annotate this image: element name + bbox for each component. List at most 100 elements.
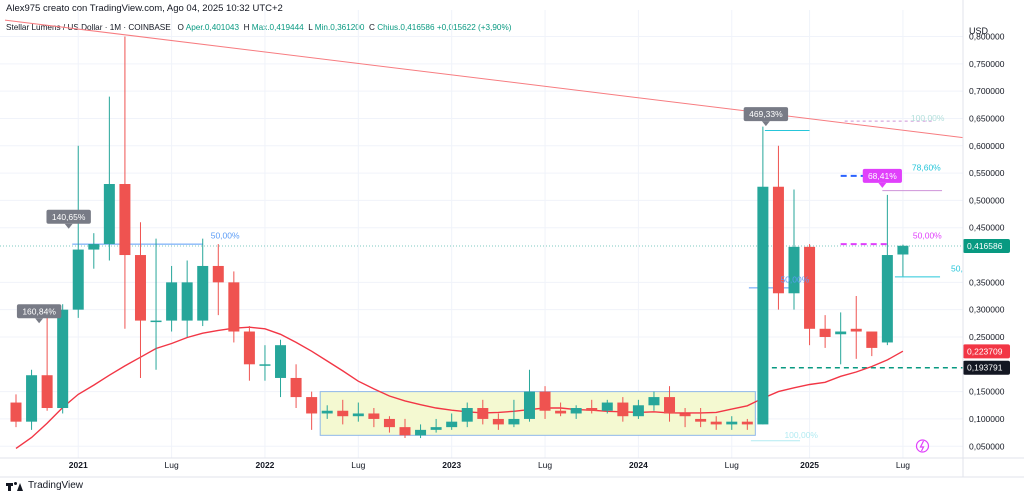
candle-body — [197, 265, 209, 321]
candle — [446, 413, 458, 430]
candle — [259, 345, 271, 381]
candle-body — [275, 345, 287, 378]
candle-body — [352, 413, 364, 417]
close-label: C — [368, 23, 375, 32]
tradingview-brand[interactable]: TradingView — [6, 480, 83, 491]
candle — [664, 386, 676, 422]
candle-body — [88, 244, 100, 250]
candle-body — [772, 186, 784, 294]
candle-body — [415, 429, 427, 436]
candle-body — [555, 410, 567, 414]
candle-body — [321, 410, 333, 414]
candle-body — [306, 397, 318, 414]
fib-label-786: 78,60% — [912, 162, 941, 172]
candle — [850, 296, 862, 359]
event-icon — [915, 439, 930, 453]
candle-body — [632, 405, 644, 417]
candle — [555, 402, 567, 417]
candle — [648, 391, 660, 411]
candle — [726, 416, 738, 430]
symbol-name[interactable]: Stellar Lumens / US Dollar · 1M · COINBA… — [6, 23, 171, 32]
tag-68: 68,41% — [868, 171, 897, 181]
price-badge-label: 0,416586 — [967, 241, 1003, 251]
fib-label-50a: 50,00% — [211, 231, 240, 241]
price-tick-label: 0,500000 — [969, 195, 1005, 205]
candle-body — [212, 265, 224, 283]
candle-body — [259, 364, 271, 366]
candle — [881, 194, 893, 346]
moving-average-line — [15, 326, 904, 449]
candle-body — [368, 413, 380, 419]
candle — [710, 416, 722, 430]
fib-label-50c: 50,00% — [780, 274, 809, 284]
high-value: Max.0,419444 — [251, 23, 304, 32]
price-badge-bg — [963, 238, 1010, 253]
price-tick-label: 0,150000 — [969, 387, 1005, 397]
fib-label-100b: 100,00% — [784, 430, 818, 440]
candle — [275, 339, 287, 398]
candle-body — [72, 249, 84, 310]
candle — [197, 238, 209, 327]
candle — [212, 244, 224, 316]
price-tick-label: 0,700000 — [969, 86, 1005, 96]
fib-label-50b: 50,00% — [913, 231, 942, 241]
candle-body — [181, 282, 193, 321]
candle-body — [617, 402, 629, 417]
close-value: Chius.0,416586 — [377, 23, 435, 32]
candle-body — [446, 421, 458, 428]
candle — [41, 315, 53, 411]
candle — [695, 408, 707, 428]
candle-body — [804, 246, 816, 329]
price-badge-bg — [963, 344, 1010, 359]
time-tick-label: Lug — [896, 460, 910, 470]
tag-160-bg — [16, 304, 62, 319]
price-badge-label: 0,223709 — [967, 346, 1003, 356]
candle-body — [570, 408, 582, 414]
candle — [337, 399, 349, 425]
time-tick-label: Lug — [351, 460, 365, 470]
price-badge-bg — [963, 360, 1010, 375]
candle-body — [119, 184, 131, 256]
candle-body — [710, 421, 722, 425]
tag-160-arrow — [35, 318, 44, 324]
fib-label-50d: 50, — [951, 263, 963, 273]
candle-body — [679, 413, 691, 417]
candle-body — [492, 418, 504, 425]
candle — [399, 418, 411, 439]
candle-body — [228, 282, 240, 332]
candle-body — [757, 186, 769, 425]
time-tick-label: 2025 — [800, 460, 819, 470]
candle-body — [881, 255, 893, 343]
currency-label[interactable]: USD — [969, 26, 989, 36]
candle — [570, 405, 582, 419]
candle-body — [788, 246, 800, 294]
candle-body — [819, 328, 831, 337]
candle-body — [166, 282, 178, 321]
candle — [539, 386, 551, 419]
candle-body — [523, 391, 535, 419]
lightning-icon-bolt — [919, 440, 925, 452]
price-tick-label: 0,350000 — [969, 277, 1005, 287]
candle-body — [897, 245, 909, 255]
candle-body — [134, 255, 146, 321]
candle-body — [850, 328, 862, 332]
price-badge-label: 0,193791 — [967, 363, 1003, 373]
candle-body — [337, 410, 349, 417]
change-value: +0,015622 (+3,90%) — [436, 23, 512, 32]
candle — [228, 271, 240, 343]
candle — [88, 233, 100, 269]
tag-469-arrow — [761, 121, 770, 127]
price-tick-label: 0,600000 — [969, 141, 1005, 151]
candle — [679, 408, 691, 428]
candle — [819, 315, 831, 348]
price-tick-label: 0,750000 — [969, 59, 1005, 69]
candle — [243, 326, 255, 381]
candle-body — [586, 408, 598, 411]
tag-469: 469,33% — [749, 109, 783, 119]
candle — [492, 413, 504, 430]
tag-160: 160,84% — [22, 306, 56, 316]
candle-body — [664, 397, 676, 414]
candle — [477, 399, 489, 425]
candle-body — [57, 309, 69, 409]
